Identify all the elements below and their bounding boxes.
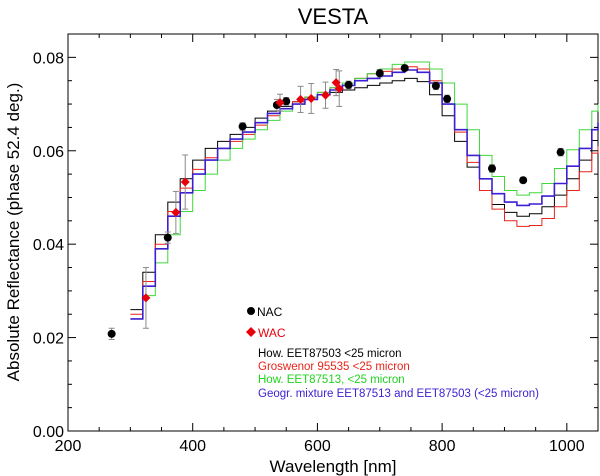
nac-point xyxy=(443,94,452,103)
legend-nac-label: NAC xyxy=(257,305,283,319)
x-tick-label: 800 xyxy=(429,438,456,455)
legend-series-2: Groswenor 95535 <25 micron xyxy=(258,361,410,373)
y-tick-label: 0.04 xyxy=(33,237,64,254)
nac-point xyxy=(163,233,172,242)
legend: NAC WAC How. EET87503 <25 micron Groswen… xyxy=(246,305,539,400)
nac-point xyxy=(556,148,565,157)
wac-point xyxy=(141,293,151,303)
wac-point xyxy=(334,84,344,94)
series-line-1 xyxy=(130,77,599,311)
nac-point xyxy=(400,64,409,73)
series-line-4 xyxy=(130,69,599,320)
y-tick-label: 0.00 xyxy=(33,424,64,441)
legend-nac-marker xyxy=(247,307,255,315)
chart-title: VESTA xyxy=(298,4,369,29)
legend-series-4: Geogr. mixture EET87513 and EET87503 (<2… xyxy=(258,388,539,400)
plot-frame xyxy=(67,33,599,432)
x-axis-label: Wavelength [nm] xyxy=(270,457,397,476)
nac-point xyxy=(488,164,496,173)
y-ticks: 0.00 0.02 0.04 0.06 0.08 xyxy=(33,50,598,441)
legend-series-1: How. EET87503 <25 micron xyxy=(258,348,402,360)
legend-series-3: How. EET87513, <25 micron xyxy=(258,374,405,386)
legend-wac-label: WAC xyxy=(258,326,286,340)
y-tick-label: 0.06 xyxy=(33,144,64,161)
y-tick-label: 0.02 xyxy=(33,331,64,348)
x-tick-label: 1000 xyxy=(549,438,585,455)
wac-point xyxy=(321,90,331,100)
nac-point xyxy=(375,69,384,78)
series-layer xyxy=(130,61,599,320)
nac-point xyxy=(344,80,353,89)
wac-point xyxy=(171,207,181,217)
x-tick-label: 200 xyxy=(55,438,82,455)
y-axis-label: Absolute Reflectance (phase 52.4 deg.) xyxy=(4,83,23,382)
wac-point xyxy=(180,177,190,187)
x-tick-label: 400 xyxy=(179,438,206,455)
wac-point xyxy=(306,93,316,103)
marker-layer xyxy=(107,64,565,338)
x-ticks: 200 400 600 800 1000 xyxy=(55,34,599,455)
nac-point xyxy=(519,176,528,185)
series-line-3 xyxy=(130,61,599,320)
nac-point xyxy=(282,97,291,106)
nac-point xyxy=(431,81,440,90)
x-tick-label: 600 xyxy=(304,438,331,455)
wac-point xyxy=(296,94,306,104)
wac-point xyxy=(275,98,285,108)
y-tick-label: 0.08 xyxy=(33,50,64,67)
legend-wac-marker xyxy=(246,327,256,337)
nac-point xyxy=(107,329,116,338)
nac-point xyxy=(238,122,247,131)
wac-point xyxy=(331,78,341,88)
